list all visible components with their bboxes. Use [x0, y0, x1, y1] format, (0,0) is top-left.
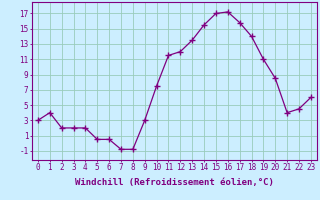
X-axis label: Windchill (Refroidissement éolien,°C): Windchill (Refroidissement éolien,°C): [75, 178, 274, 187]
